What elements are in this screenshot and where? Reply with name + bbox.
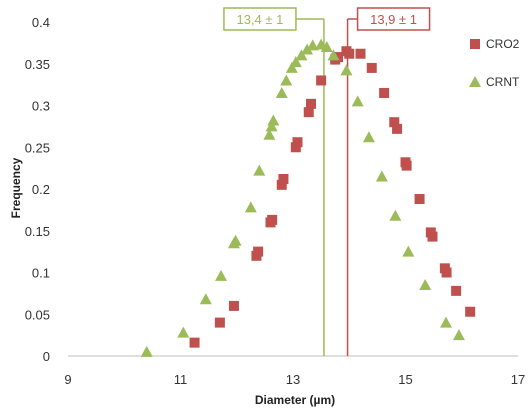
point-crnt bbox=[275, 86, 288, 98]
point-cro2 bbox=[465, 306, 476, 317]
point-crnt bbox=[267, 114, 280, 126]
point-cro2 bbox=[451, 285, 462, 296]
point-crnt bbox=[340, 64, 353, 76]
point-cro2 bbox=[292, 137, 303, 148]
point-crnt bbox=[215, 269, 227, 281]
legend-label-crnt: CRNT bbox=[486, 75, 520, 89]
point-crnt bbox=[440, 316, 452, 328]
point-crnt bbox=[402, 245, 415, 257]
point-crnt bbox=[362, 131, 375, 143]
point-cro2 bbox=[414, 194, 425, 205]
point-cro2 bbox=[290, 142, 301, 153]
point-crnt bbox=[295, 49, 308, 61]
y-tick-label: 0.05 bbox=[25, 307, 50, 322]
point-crnt bbox=[306, 39, 319, 51]
y-tick-label: 0.25 bbox=[25, 140, 50, 155]
point-cro2 bbox=[355, 48, 366, 59]
point-crnt bbox=[265, 120, 278, 132]
point-cro2 bbox=[303, 107, 314, 118]
y-tick-label: 0 bbox=[43, 349, 50, 364]
point-cro2 bbox=[389, 117, 400, 128]
y-tick-label: 0.15 bbox=[25, 224, 50, 239]
point-cro2 bbox=[366, 62, 377, 73]
point-crnt bbox=[327, 49, 340, 61]
point-cro2 bbox=[267, 214, 278, 225]
point-crnt bbox=[199, 293, 212, 305]
point-crnt bbox=[280, 74, 293, 86]
point-crnt bbox=[244, 201, 257, 213]
y-tick-label: 0.2 bbox=[32, 182, 50, 197]
point-crnt bbox=[289, 56, 302, 68]
x-tick-label: 15 bbox=[398, 372, 412, 387]
point-crnt bbox=[263, 128, 276, 140]
point-cro2 bbox=[276, 179, 287, 190]
y-tick-label: 0.4 bbox=[32, 15, 50, 30]
legend: CRO2 CRNT bbox=[469, 37, 520, 89]
mean-label: 13,4 ± 1 bbox=[236, 12, 283, 27]
point-crnt bbox=[389, 209, 402, 221]
point-crnt bbox=[253, 164, 266, 176]
point-crnt bbox=[320, 41, 333, 53]
y-tick-label: 0.35 bbox=[25, 57, 50, 72]
x-tick-label: 9 bbox=[64, 372, 71, 387]
x-tick-label: 13 bbox=[286, 372, 300, 387]
y-axis-ticks: 0 0.05 0.1 0.15 0.2 0.25 0.3 0.35 0.4 bbox=[25, 15, 50, 364]
point-crnt bbox=[452, 329, 465, 341]
mean-label-box bbox=[223, 7, 297, 31]
y-tick-label: 0.3 bbox=[32, 99, 50, 114]
point-cro2 bbox=[392, 123, 403, 134]
point-cro2 bbox=[333, 52, 343, 63]
x-axis-label: Diameter (µm) bbox=[255, 393, 335, 407]
point-crnt bbox=[419, 279, 432, 291]
point-crnt bbox=[177, 326, 190, 338]
point-cro2 bbox=[253, 246, 264, 257]
annotation-boxes: 13,4 ± 1 13,9 ± 1 bbox=[223, 7, 431, 31]
point-crnt bbox=[301, 43, 314, 55]
y-axis-label: Frequency bbox=[9, 157, 23, 218]
mean-label-box bbox=[356, 7, 431, 31]
point-crnt bbox=[229, 234, 242, 246]
point-cro2 bbox=[306, 98, 316, 109]
point-cro2 bbox=[379, 87, 390, 98]
legend-marker-cro2 bbox=[470, 39, 480, 49]
point-cro2 bbox=[441, 267, 452, 278]
x-tick-label: 17 bbox=[511, 372, 525, 387]
point-cro2 bbox=[316, 75, 327, 86]
point-crnt bbox=[351, 95, 364, 107]
point-cro2 bbox=[214, 317, 225, 328]
point-crnt bbox=[375, 170, 388, 182]
y-tick-label: 0.1 bbox=[32, 266, 50, 281]
point-crnt bbox=[285, 61, 298, 73]
point-cro2 bbox=[189, 337, 200, 348]
point-cro2 bbox=[228, 300, 239, 311]
point-cro2 bbox=[278, 173, 289, 184]
x-tick-label: 11 bbox=[174, 372, 188, 387]
data-points bbox=[140, 38, 476, 357]
point-cro2 bbox=[401, 160, 412, 171]
point-cro2 bbox=[344, 48, 355, 59]
point-cro2 bbox=[427, 231, 438, 242]
x-axis-ticks: 9 11 13 15 17 bbox=[64, 372, 525, 387]
mean-label: 13,9 ± 1 bbox=[370, 12, 417, 27]
legend-label-cro2: CRO2 bbox=[486, 37, 520, 51]
point-crnt bbox=[140, 345, 153, 357]
legend-marker-crnt bbox=[469, 76, 481, 87]
